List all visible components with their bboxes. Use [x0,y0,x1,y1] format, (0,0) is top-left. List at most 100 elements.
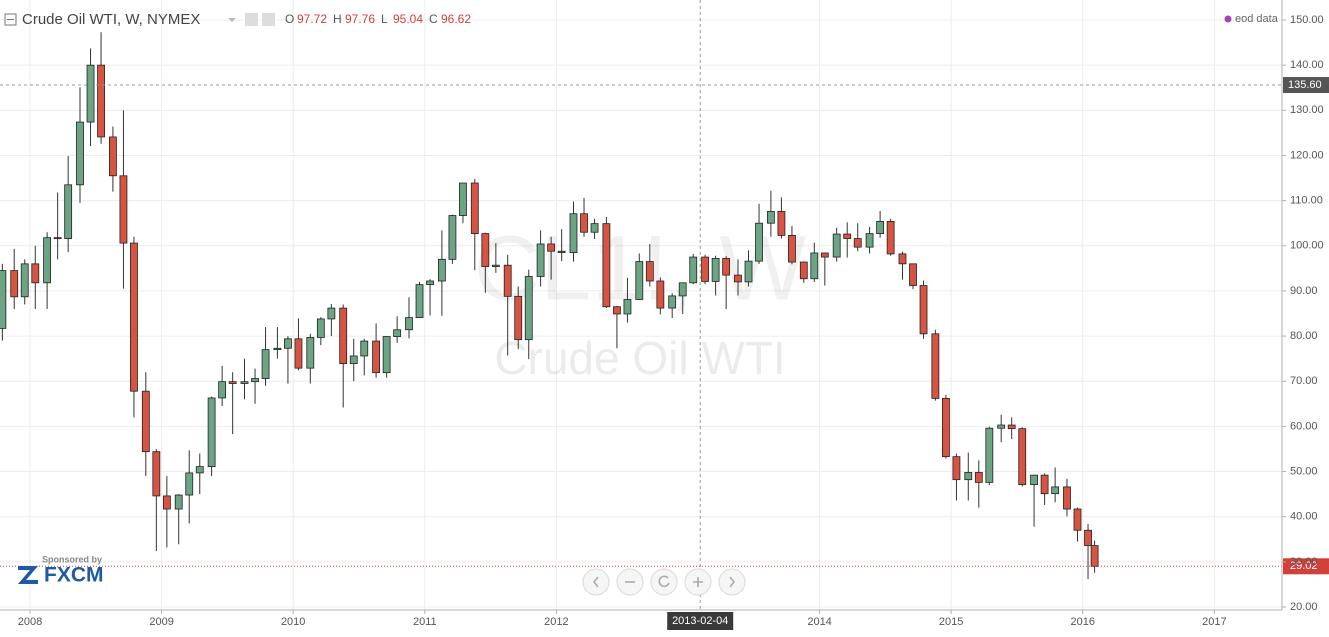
candle-body [31,263,40,284]
x-tick-label: 2017 [1202,616,1226,628]
candle-body [1040,474,1049,495]
candle-body [20,263,29,298]
candle-body [678,282,687,297]
candle-body [316,318,325,338]
candle-body [701,256,709,282]
candle-body [228,381,237,384]
candle-body [0,270,7,329]
candle-body [284,338,292,349]
candle-body [645,261,654,282]
candle-body [64,184,73,239]
candle-body [86,64,95,123]
candle-body [372,340,380,374]
candle-body [734,274,742,283]
source-dot [1224,15,1232,23]
x-tick-label: 2008 [18,616,42,628]
candle-body [810,252,819,280]
candle-body [339,307,348,365]
sponsor-caption: Sponsored by [42,554,102,564]
candle-body [942,398,950,458]
candle-body [261,349,270,379]
candle-body [799,261,808,280]
candle-body [777,211,786,236]
grid [0,0,1282,610]
candle-body [393,329,402,337]
y-tick-label: 60.00 [1290,420,1318,432]
x-tick-label: 2014 [807,616,831,628]
last-price-label: 29.02 [1290,560,1318,572]
last-price-box [1283,558,1329,575]
candle-body [207,397,216,467]
y-tick-label: 80.00 [1290,330,1318,342]
candle-body [997,424,1006,429]
candle-body [547,243,556,252]
scroll-left[interactable] [582,568,610,596]
candle-body [755,222,763,262]
format-icon[interactable] [262,13,275,26]
candle-body [53,237,62,240]
x-tick-label: 2016 [1071,616,1095,628]
x-tick-label: 2012 [544,616,568,628]
reset[interactable] [650,568,678,596]
candle-body [952,456,961,481]
candle-body [898,253,907,265]
y-tick-label: 110.00 [1290,195,1323,207]
candle-body [656,280,665,309]
candle-body [931,333,940,399]
symbol-menu[interactable] [228,18,236,22]
candle-body [602,223,611,308]
candle-body [1018,428,1027,486]
symbol-title: Crude Oil WTI, W, NYMEX [22,11,200,28]
candle-body [240,381,249,384]
scroll-right[interactable] [718,568,746,596]
ohlc-key: H [333,12,342,26]
crosshair-date-label: 2013-02-04 [672,615,728,627]
y-tick-label: 140.00 [1290,59,1324,71]
candle-body [909,263,917,286]
candle-body [141,390,150,453]
candle-body [1051,486,1060,495]
candle-body [10,270,19,298]
candles [0,32,1099,580]
candle-body [1007,424,1016,430]
x-tick-label: 2010 [281,616,305,628]
ohlc-value: 96.62 [441,12,471,26]
icon-reset [658,575,670,588]
candle-body [76,121,84,186]
candle-body [174,494,183,510]
y-tick-label: 150.00 [1290,14,1324,26]
candle-body [382,336,391,374]
candle-body [119,175,128,244]
candle-body [360,340,369,357]
candle-body [668,295,677,309]
y-tick-label: 40.00 [1290,511,1318,523]
candle-body [788,234,796,263]
y-tick-label: 30.00 [1290,556,1318,568]
candle-body [273,347,282,351]
y-tick-label: 50.00 [1290,465,1318,477]
settings-icon[interactable] [245,13,258,26]
candle-body [1030,474,1038,486]
candle-body [514,295,523,341]
candle-body [43,237,52,284]
nav-buttons [582,568,746,596]
candle-body [689,256,698,284]
candle-body [195,466,204,474]
crosshair-date-box [667,612,734,630]
collapse-icon[interactable] [4,13,17,26]
candle-body [218,381,227,399]
candle-body [744,260,753,283]
candle-body [557,250,566,253]
candle-body [832,233,841,258]
ohlc-value: 97.72 [297,12,327,26]
candle-body [820,252,829,258]
ohlc-value: 97.76 [345,12,375,26]
candle-body [491,264,500,267]
candle-body [437,258,446,282]
candle-body [349,355,358,365]
sponsor-brand[interactable]: FXCM [44,564,104,587]
candle-body [613,306,621,315]
x-tick-label: 2009 [149,616,173,628]
ohlc-key: L [381,12,388,26]
